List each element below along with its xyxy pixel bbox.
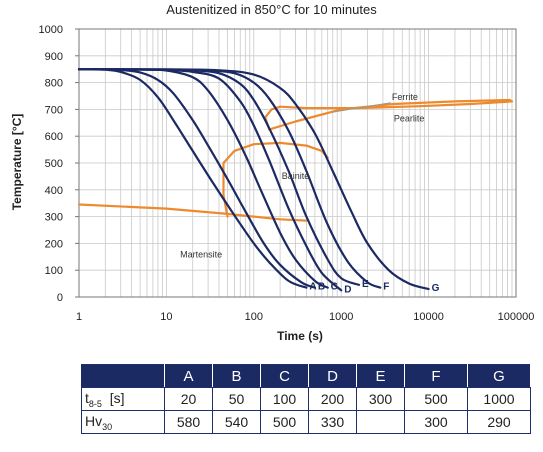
table-cell: 290: [467, 410, 531, 434]
y-tick-label: 400: [45, 185, 63, 197]
annotation-ferrite: Ferrite: [392, 92, 418, 102]
table-cell: 50: [212, 387, 261, 411]
y-tick-label: 300: [45, 212, 63, 224]
x-tick-label: 100: [245, 311, 263, 323]
x-tick-label: 1000: [329, 311, 353, 323]
region-ferrite: [264, 98, 514, 131]
table-cell: 20: [164, 387, 213, 411]
annotation-martensite: Martensite: [180, 249, 222, 259]
table-header-cell: C: [260, 364, 309, 388]
table-cell: 300: [356, 387, 405, 411]
x-tick-label: 10000: [413, 311, 444, 323]
table-header-cell: D: [308, 364, 357, 388]
cooling-curves: [77, 68, 430, 292]
table-cell: 500: [260, 410, 309, 434]
y-tick-label: 0: [57, 292, 63, 304]
curve-label-g: G: [432, 283, 440, 294]
curve-label-f: F: [383, 282, 389, 293]
annotation-pearlite: Pearlite: [394, 113, 425, 123]
curve-label-a: A: [309, 282, 316, 293]
x-tick-label: 100000: [498, 311, 535, 323]
table-row-t85: t8-5 [s] 20 50 100 200 300 500 1000: [81, 387, 531, 411]
table-cell: 1000: [467, 387, 531, 411]
curve-label-b: B: [318, 282, 325, 293]
curve-label-d: D: [344, 284, 351, 295]
phase-regions: [77, 98, 514, 222]
y-tick-label: 800: [45, 78, 63, 90]
y-tick-label: 100: [45, 265, 63, 277]
table-header-cell: A: [164, 364, 213, 388]
table-corner-cell: [81, 364, 165, 388]
y-tick-label: 1000: [39, 24, 63, 36]
chart-title: Austenitized in 850°C for 10 minutes: [166, 2, 377, 17]
y-tick-label: 600: [45, 131, 63, 143]
y-tick-label: 500: [45, 158, 63, 170]
y-tick-label: 200: [45, 238, 63, 250]
table-header-cell: F: [404, 364, 468, 388]
table-cell: 540: [212, 410, 261, 434]
annotation-bainite: Bainite: [282, 171, 310, 181]
y-tick-label: 700: [45, 104, 63, 116]
table-cell: 100: [260, 387, 309, 411]
table-cell: 300: [404, 410, 468, 434]
y-tick-label: 900: [45, 51, 63, 63]
table-header-cell: B: [212, 364, 261, 388]
row-label-t85: t8-5 [s]: [81, 387, 165, 411]
x-axis-label: Time (s): [277, 329, 323, 343]
region-bainite: [222, 141, 329, 218]
table-header-cell: G: [467, 364, 531, 388]
phase-annotations: Ferrite Pearlite Bainite Martensite: [180, 92, 424, 259]
curve-label-c: C: [331, 282, 338, 293]
y-axis-label: Temperature [°C]: [10, 113, 24, 211]
table-cell: 200: [308, 387, 357, 411]
cooling-curve-a: [77, 68, 308, 289]
table-header-cell: E: [356, 364, 405, 388]
cooling-curve-g: [77, 68, 430, 291]
properties-table: A B C D E F G t8-5 [s] 20 50 100 200 300…: [81, 364, 531, 434]
table-cell: [356, 410, 405, 434]
table-row-hv30: Hv30 580 540 500 330 300 290: [81, 410, 531, 434]
table-cell: 580: [164, 410, 213, 434]
y-axis: 0 100 200 300 400 500 600 700 800 900 1000: [39, 24, 79, 304]
region-martensite-start: [77, 203, 308, 222]
x-tick-label: 10: [160, 311, 172, 323]
x-axis: 1 10 100 1000 10000 100000: [76, 311, 534, 323]
table-header-row: A B C D E F G: [81, 364, 531, 388]
row-label-hv30: Hv30: [81, 410, 165, 434]
curve-label-e: E: [362, 279, 369, 290]
ferrite-leader-line: [332, 102, 391, 113]
table-cell: 500: [404, 387, 468, 411]
table-cell: 330: [308, 410, 357, 434]
x-tick-label: 1: [76, 311, 82, 323]
